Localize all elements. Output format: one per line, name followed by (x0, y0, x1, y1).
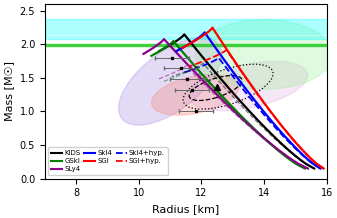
Ellipse shape (152, 74, 239, 115)
Bar (45, 44, 327, 46)
X-axis label: Radius [km]: Radius [km] (152, 204, 219, 214)
Y-axis label: Mass [M☉]: Mass [M☉] (4, 61, 14, 121)
Ellipse shape (119, 37, 222, 125)
Legend: KIDS, GSkI, SLy4, SkI4, SGI, SkI4+hyp., SGI+hyp.: KIDS, GSkI, SLy4, SkI4, SGI, SkI4+hyp., … (49, 147, 167, 175)
Bar (45, 19, 327, 39)
Ellipse shape (189, 61, 308, 111)
Ellipse shape (195, 20, 333, 89)
